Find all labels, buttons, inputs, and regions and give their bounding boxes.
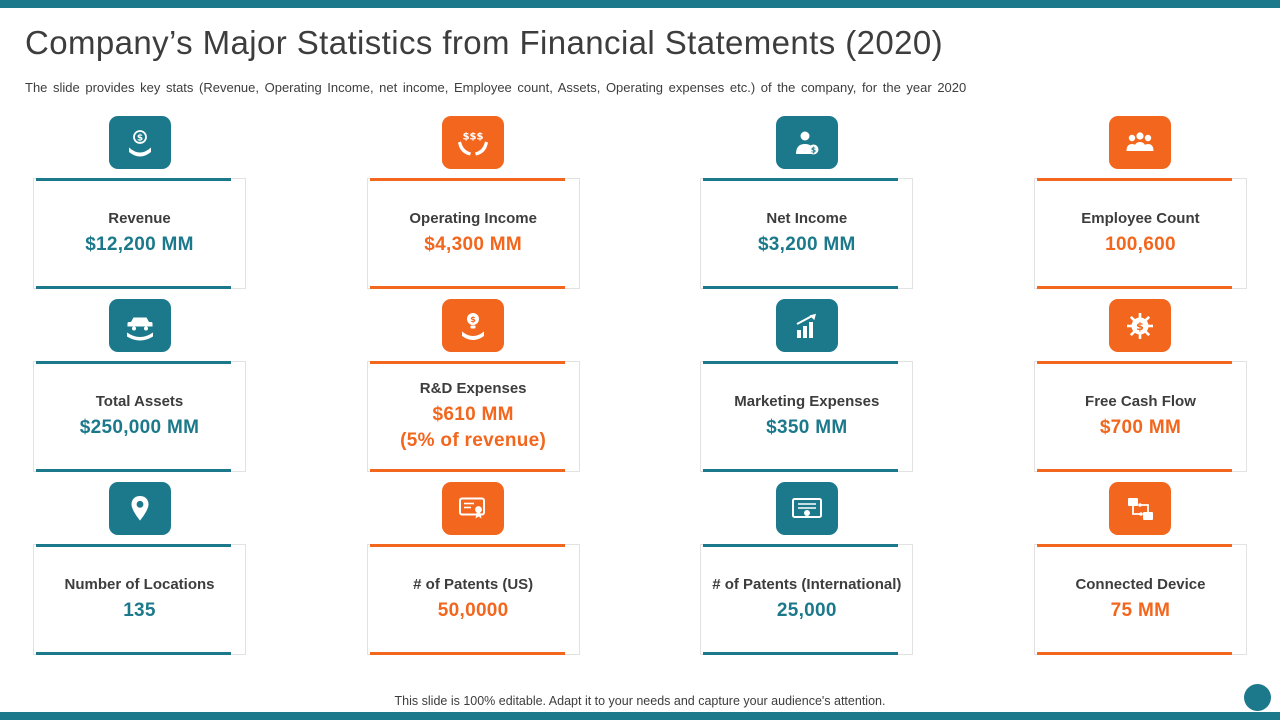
stat-card-operating-income: $$$ Operating Income $4,300 MM [366,116,580,289]
stat-label: Total Assets [95,392,184,410]
stats-grid: $ Revenue $12,200 MM $$$ Operating Incom… [33,116,1247,655]
stat-card-marketing-expenses: Marketing Expenses $350 MM [700,299,914,472]
stat-label: Operating Income [409,209,537,227]
certificate-icon [775,482,838,535]
stat-label: Net Income [766,209,848,227]
svg-text:$: $ [811,145,816,154]
stat-value: $12,200 MM [85,234,194,256]
people-group-icon [1109,116,1172,169]
stat-label: Number of Locations [64,575,215,593]
page-title: Company’s Major Statistics from Financia… [25,24,943,61]
svg-text:$: $ [1137,320,1145,333]
stat-value: 135 [123,600,156,622]
stat-value: $610 MM [432,404,514,426]
stat-value: $700 MM [1099,417,1182,439]
connected-device-icon [1109,482,1172,535]
stat-card-rd-expenses: $ R&D Expenses $610 MM (5% of revenue) [366,299,580,472]
stat-card-body: Operating Income $4,300 MM [366,178,580,289]
stat-card-revenue: $ Revenue $12,200 MM [33,116,246,289]
stat-card-patents-international: # of Patents (International) 25,000 [700,482,914,655]
stat-card-body: # of Patents (International) 25,000 [700,544,914,655]
stat-label: Free Cash Flow [1085,392,1196,410]
stat-value: 100,600 [1105,234,1176,256]
stat-card-body: Employee Count 100,600 [1033,178,1247,289]
patent-badge-icon [442,482,505,535]
stat-card-employee-count: Employee Count 100,600 [1033,116,1247,289]
stat-label: Marketing Expenses [734,392,880,410]
stat-value: 25,000 [776,600,837,622]
page-subtitle: The slide provides key stats (Revenue, O… [25,80,967,95]
stat-card-body: Connected Device 75 MM [1033,544,1247,655]
person-dollar-icon: $ [775,116,838,169]
stat-card-free-cash-flow: $ Free Cash Flow $700 MM [1033,299,1247,472]
stat-label: Connected Device [1075,575,1206,593]
stat-card-body: R&D Expenses $610 MM (5% of revenue) [366,361,580,472]
svg-text:$: $ [470,315,476,324]
stat-value: $250,000 MM [79,417,200,439]
hand-coin-icon: $ [108,116,171,169]
corner-dot [1244,684,1271,711]
stat-label: R&D Expenses [419,380,527,398]
svg-text:$: $ [136,133,142,143]
top-accent-bar [0,0,1280,8]
footer-note: This slide is 100% editable. Adapt it to… [394,694,886,708]
stat-label: # of Patents (International) [712,575,902,593]
stat-card-body: Revenue $12,200 MM [33,178,246,289]
stat-card-body: # of Patents (US) 50,0000 [366,544,580,655]
stat-value: 75 MM [1110,600,1171,622]
stat-label: Revenue [108,209,171,227]
stat-value: 50,0000 [437,600,509,622]
stat-card-body: Net Income $3,200 MM [700,178,914,289]
hand-car-icon [108,299,171,352]
stat-card-total-assets: Total Assets $250,000 MM [33,299,246,472]
growth-chart-icon [775,299,838,352]
stat-card-body: Free Cash Flow $700 MM [1033,361,1247,472]
stat-subvalue: (5% of revenue) [400,430,547,452]
svg-text:$$$: $$$ [463,131,484,142]
stat-card-body: Total Assets $250,000 MM [33,361,246,472]
gear-dollar-icon: $ [1109,299,1172,352]
location-pin-icon [108,482,171,535]
stat-value: $3,200 MM [757,234,856,256]
hands-money-icon: $$$ [442,116,505,169]
bottom-accent-bar [0,712,1280,720]
stat-card-patents-us: # of Patents (US) 50,0000 [366,482,580,655]
stat-card-connected-device: Connected Device 75 MM [1033,482,1247,655]
stat-card-body: Marketing Expenses $350 MM [700,361,914,472]
hand-idea-dollar-icon: $ [442,299,505,352]
stat-value: $350 MM [766,417,848,439]
stat-card-net-income: $ Net Income $3,200 MM [700,116,914,289]
stat-card-body: Number of Locations 135 [33,544,246,655]
stat-label: Employee Count [1081,209,1200,227]
stat-card-number-of-locations: Number of Locations 135 [33,482,246,655]
stat-label: # of Patents (US) [413,575,534,593]
stat-value: $4,300 MM [424,234,523,256]
